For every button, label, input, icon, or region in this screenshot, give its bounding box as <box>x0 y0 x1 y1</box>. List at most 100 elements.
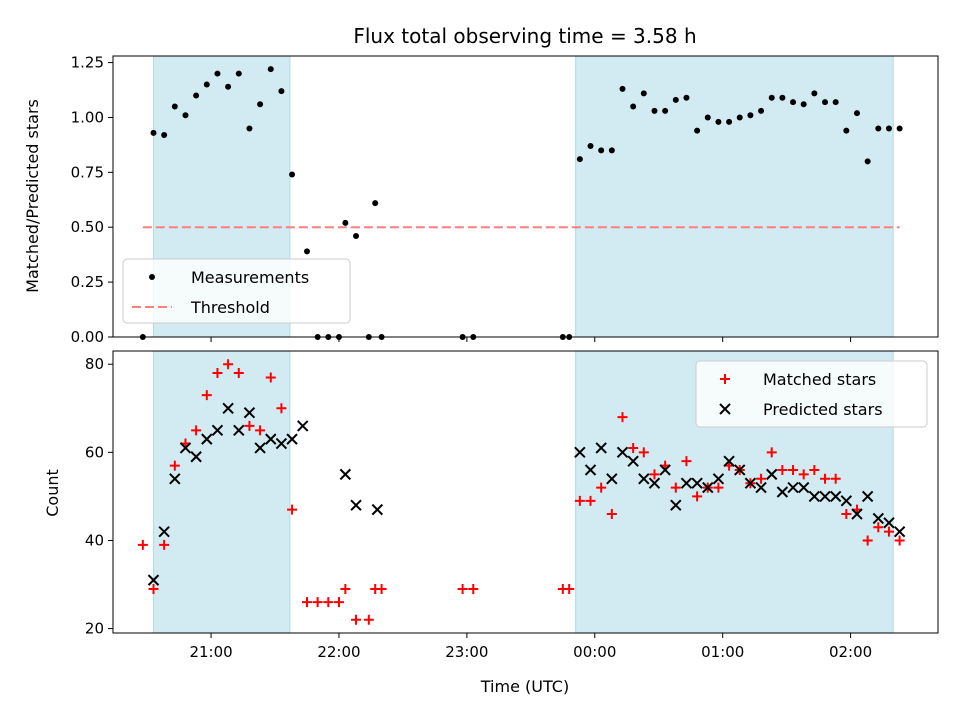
predicted-point <box>819 490 831 503</box>
data-point <box>303 248 310 255</box>
x-tick-label: 01:00 <box>701 643 744 661</box>
predicted-point <box>883 517 895 529</box>
data-point <box>694 127 701 134</box>
matched-point <box>212 368 223 379</box>
matched-point <box>340 583 351 594</box>
y-tick-label: 0.00 <box>71 328 104 346</box>
data-point <box>608 147 615 154</box>
data-point <box>630 103 637 110</box>
matched-point <box>287 504 298 515</box>
data-point <box>278 88 285 95</box>
shaded-interval <box>575 55 894 338</box>
predicted-point <box>691 477 703 489</box>
data-point <box>758 107 765 114</box>
data-point <box>726 118 733 125</box>
data-point <box>651 107 658 114</box>
matched-point <box>777 464 788 475</box>
predicted-point <box>233 424 245 437</box>
series-matched-stars <box>137 359 905 625</box>
predicted-point <box>254 442 266 454</box>
data-point <box>662 107 669 114</box>
bottom-panel: Time (UTC) Count 21:00 22:00 23:00 00:00 01:… <box>43 350 939 696</box>
predicted-point <box>893 525 906 538</box>
legend-label-predicted: Predicted stars <box>763 400 883 419</box>
matched-point <box>638 447 649 458</box>
y-tick-label: 0.25 <box>71 273 104 291</box>
matched-point <box>862 535 873 546</box>
predicted-point <box>776 486 789 498</box>
series-measurements <box>139 66 903 340</box>
predicted-point <box>808 490 821 503</box>
matched-point <box>223 359 234 370</box>
matched-point <box>841 509 852 520</box>
data-point <box>289 171 296 178</box>
matched-point <box>137 539 148 550</box>
predicted-point <box>147 574 160 586</box>
chart-title: Flux total observing time = 3.58 h <box>353 24 696 48</box>
predicted-point <box>861 490 874 503</box>
matched-point <box>351 614 362 625</box>
plot-frame <box>112 55 939 338</box>
matched-point <box>276 403 287 414</box>
matched-point <box>692 491 703 502</box>
data-point <box>790 99 797 106</box>
predicted-point <box>648 477 661 489</box>
matched-point <box>883 526 894 537</box>
matched-point <box>606 509 617 520</box>
x-tick-label: 21:00 <box>189 643 232 661</box>
top-y-axis-label: Matched/Predicted stars <box>23 99 42 293</box>
predicted-point <box>606 473 618 485</box>
predicted-point <box>297 420 309 432</box>
matched-point <box>191 425 202 436</box>
matched-point <box>873 522 884 533</box>
data-point <box>257 101 264 108</box>
y-tick-label: 1.25 <box>71 54 104 72</box>
data-point <box>736 114 743 121</box>
predicted-point <box>201 433 213 445</box>
data-point <box>811 90 818 97</box>
predicted-point <box>872 512 885 525</box>
matched-point <box>766 447 777 458</box>
bottom-y-axis-label: Count <box>43 469 62 517</box>
plot-frame <box>112 350 939 634</box>
data-point <box>161 132 168 139</box>
data-point <box>832 99 839 106</box>
matched-point <box>255 425 266 436</box>
matched-point <box>756 473 767 484</box>
predicted-point <box>766 468 778 481</box>
matched-point <box>681 456 692 467</box>
x-axis-label: Time (UTC) <box>480 677 569 696</box>
matched-point <box>468 583 479 594</box>
y-tick-label: 80 <box>85 355 104 373</box>
matched-point <box>628 442 639 453</box>
predicted-point <box>851 508 863 520</box>
data-point <box>150 129 157 136</box>
matched-point <box>376 583 387 594</box>
y-tick-label: 0.50 <box>71 218 104 236</box>
data-point <box>640 90 647 97</box>
predicted-point <box>371 503 384 516</box>
data-point <box>715 118 722 125</box>
predicted-point <box>350 499 362 511</box>
data-point <box>853 110 860 117</box>
data-point <box>576 156 583 163</box>
y-tick-label: 1.00 <box>71 108 104 126</box>
top-panel: Flux total observing time = 3.58 h Match… <box>23 24 939 346</box>
predicted-point <box>659 464 671 476</box>
predicted-point <box>339 468 352 481</box>
data-point <box>267 66 274 73</box>
data-point <box>235 70 242 77</box>
matched-point <box>574 495 585 506</box>
data-point <box>822 99 829 106</box>
predicted-point <box>211 424 224 437</box>
matched-point <box>159 539 170 550</box>
predicted-point <box>265 433 277 445</box>
data-point <box>214 70 221 77</box>
data-point <box>171 103 178 110</box>
legend-box <box>695 360 928 428</box>
data-point <box>182 112 189 119</box>
matched-point <box>323 597 334 608</box>
legend: Matched stars Predicted stars <box>695 360 928 428</box>
predicted-point <box>584 464 597 476</box>
data-point <box>800 101 807 108</box>
